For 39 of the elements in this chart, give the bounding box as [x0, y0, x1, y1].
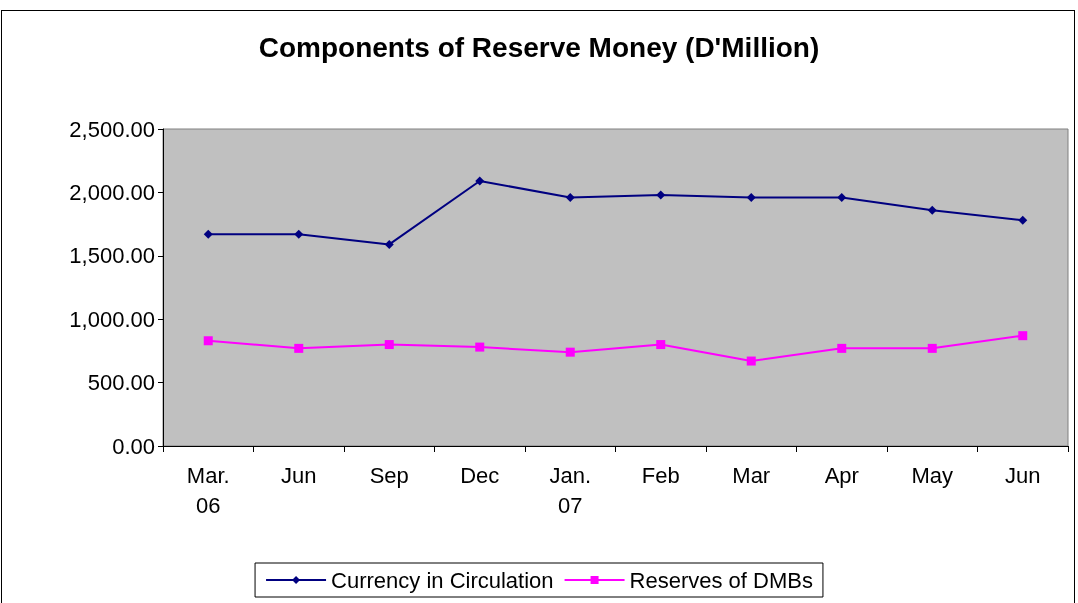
x-tick-label: Dec: [460, 462, 500, 488]
point: [565, 192, 575, 202]
x-tick-label: Jan. 07: [549, 462, 592, 518]
y-tick-label: 0.00: [112, 433, 155, 459]
legend-label: Reserves of DMBs: [629, 567, 813, 593]
x-tick-label: Sep: [369, 462, 409, 488]
point: [746, 356, 756, 366]
y-tick-label: 1,500.00: [69, 243, 155, 269]
x-tick-label: Mar: [732, 462, 771, 488]
point: [746, 192, 756, 202]
point: [294, 343, 304, 353]
point: [565, 347, 575, 357]
x-tick-label: Jun: [281, 462, 317, 488]
x-tick-label: Apr: [824, 462, 859, 488]
y-tick-label: 1,000.00: [69, 306, 155, 332]
point: [656, 190, 666, 200]
y-tick-label: 2,000.00: [69, 179, 155, 205]
point: [1018, 331, 1028, 341]
chart-title: Components of Reserve Money (D'Million): [258, 31, 820, 63]
y-tick-label: 500.00: [87, 370, 155, 396]
point: [384, 239, 394, 249]
legend-label: Currency in Circulation: [331, 567, 554, 593]
point: [203, 229, 213, 239]
x-tick-label: Jun: [1005, 462, 1041, 488]
point: [475, 342, 485, 352]
point: [1018, 215, 1028, 225]
point: [927, 205, 937, 215]
point: [656, 340, 666, 350]
x-tick-label: May: [911, 462, 954, 488]
point: [837, 192, 847, 202]
y-tick-label: 2,500.00: [69, 116, 155, 142]
point: [837, 343, 847, 353]
x-tick-label: Feb: [641, 462, 680, 488]
point: [384, 340, 394, 350]
point: [203, 336, 213, 346]
x-tick-label: Mar. 06: [186, 462, 230, 518]
point: [927, 343, 937, 353]
point: [475, 176, 485, 186]
point: [294, 229, 304, 239]
